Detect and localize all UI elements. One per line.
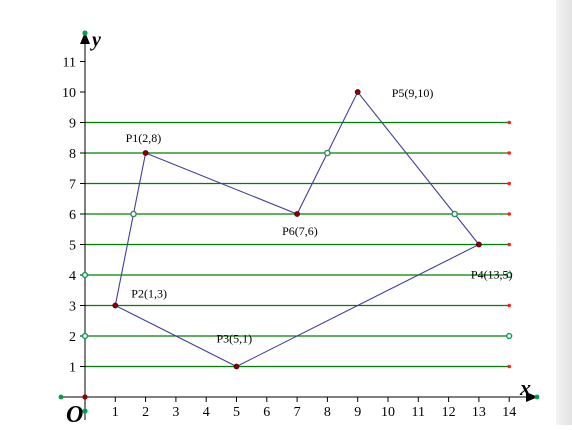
scan-line-end-y7 xyxy=(507,181,512,186)
scan-lines xyxy=(85,120,512,369)
x-tick-label-14: 14 xyxy=(502,405,516,420)
scan-line-end-y3 xyxy=(507,303,512,308)
x-tick-label-8: 8 xyxy=(324,405,331,420)
scan-line-end-y1 xyxy=(507,364,512,369)
x-tick-label-2: 2 xyxy=(142,405,149,420)
window-edge-strip xyxy=(556,0,572,425)
axis-point-2 xyxy=(506,271,513,279)
x-tick-label-9: 9 xyxy=(354,405,361,420)
y-tick-label-3: 3 xyxy=(69,300,76,315)
y-tick-label-4: 4 xyxy=(69,269,76,284)
intersection-point-0 xyxy=(130,210,137,218)
axis-point-0 xyxy=(81,271,89,279)
y-tick-label-5: 5 xyxy=(69,239,76,254)
x-tick-label-10: 10 xyxy=(381,405,395,420)
vertex-point-p1 xyxy=(142,150,149,156)
y-tick-group: 1 2 3 4 5 6 7 8 9 10 11 xyxy=(62,56,85,376)
vertex-label-group: P1(2,8) P2(1,3) P3(5,1) P4(13,5) P5(9,10) P6(… xyxy=(126,86,513,346)
x-axis-start-point xyxy=(58,394,64,400)
y-tick-label-7: 7 xyxy=(69,178,76,193)
vertex-label-p1: P1(2,8) xyxy=(126,131,162,145)
origin-point xyxy=(82,394,88,400)
y-tick-label-11: 11 xyxy=(63,56,76,71)
y-axis-end-point xyxy=(82,30,88,36)
scan-line-end-y6 xyxy=(507,212,512,216)
intersection-point-1 xyxy=(324,149,331,157)
x-tick-label-6: 6 xyxy=(263,405,270,420)
intersection-point-2 xyxy=(451,210,458,218)
y-tick-label-9: 9 xyxy=(69,117,76,132)
vertex-label-p5: P5(9,10) xyxy=(392,86,434,100)
y-axis-label: y xyxy=(90,29,101,51)
axis-point-3 xyxy=(506,332,513,340)
x-tick-label-1: 1 xyxy=(112,405,119,420)
x-axis-end-point xyxy=(534,394,540,400)
y-axis-start-point xyxy=(82,408,88,414)
vertex-label-p3: P3(5,1) xyxy=(217,332,253,346)
vertex-point-p3 xyxy=(233,363,240,370)
x-tick-label-5: 5 xyxy=(233,405,240,420)
y-tick-label-8: 8 xyxy=(69,147,76,162)
axis-point-1 xyxy=(81,332,89,340)
y-tick-label-1: 1 xyxy=(69,361,76,376)
y-tick-label-6: 6 xyxy=(69,208,76,223)
scan-line-end-y9 xyxy=(507,120,512,125)
y-tick-label-2: 2 xyxy=(69,330,76,345)
x-axis-label: x xyxy=(519,375,531,400)
vertex-point-p5 xyxy=(354,89,361,95)
vertex-point-p6 xyxy=(294,211,300,217)
x-tick-label-3: 3 xyxy=(172,405,179,420)
scan-line-end-y5 xyxy=(507,242,512,247)
x-tick-label-13: 13 xyxy=(472,405,486,420)
x-tick-label-11: 11 xyxy=(412,405,425,420)
x-tick-label-12: 12 xyxy=(442,405,456,420)
x-tick-group: 1 2 3 4 5 6 7 8 9 10 11 12 13 14 xyxy=(112,397,516,420)
marker-group xyxy=(58,30,540,414)
x-tick-label-4: 4 xyxy=(203,405,210,420)
origin-label: O xyxy=(66,402,83,425)
vertex-label-p2: P2(1,3) xyxy=(131,287,167,301)
axes: x y O xyxy=(60,29,538,428)
y-tick-label-10: 10 xyxy=(62,86,76,101)
x-tick-label-7: 7 xyxy=(294,405,301,420)
vertex-point-p2 xyxy=(112,302,119,309)
vertex-label-p6: P6(7,6) xyxy=(282,224,318,238)
x-axis-arrowhead xyxy=(526,392,538,402)
vertex-point-p4 xyxy=(475,241,482,248)
scan-line-end-y8 xyxy=(507,151,512,155)
y-axis-arrowhead xyxy=(80,32,90,44)
vertex-label-p4: P4(13,5) xyxy=(471,268,513,282)
